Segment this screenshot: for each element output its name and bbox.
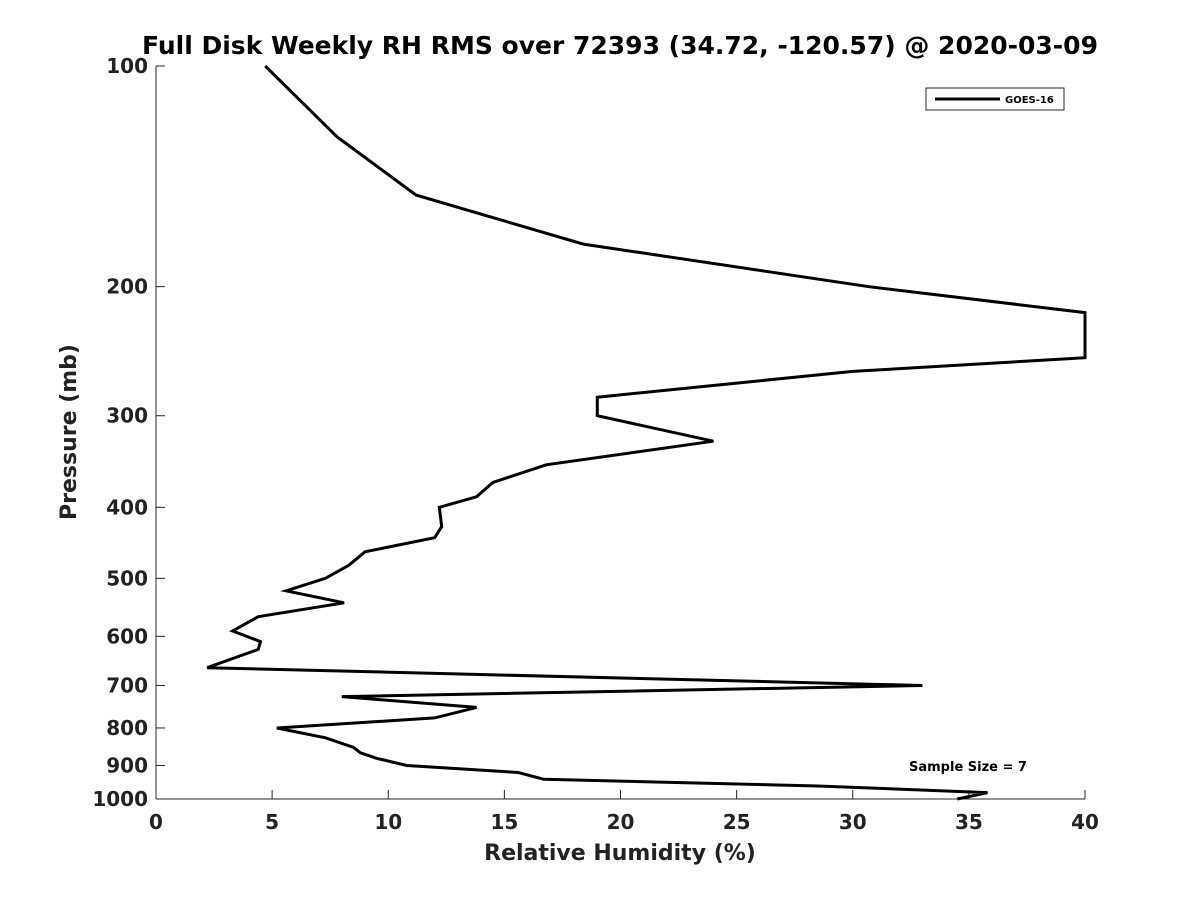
series-layer	[206, 64, 1087, 801]
y-tick-label: 500	[106, 566, 148, 590]
x-tick-label: 5	[265, 810, 279, 834]
x-tick-label: 10	[374, 810, 402, 834]
y-tick-label: 600	[106, 624, 148, 648]
x-tick-label: 0	[149, 810, 163, 834]
sample-size-annotation: Sample Size = 7	[909, 760, 1027, 775]
x-tick-label: 40	[1071, 810, 1099, 834]
y-tick-label: 800	[106, 716, 148, 740]
legend: GOES-16	[925, 87, 1065, 111]
y-tick-label: 400	[106, 495, 148, 519]
y-tick-label: 100	[106, 54, 148, 78]
chart-title: Full Disk Weekly RH RMS over 72393 (34.7…	[142, 31, 1098, 60]
y-tick-label: 1000	[92, 787, 148, 811]
series-line-goes16	[206, 64, 1087, 801]
x-tick-label: 35	[955, 810, 983, 834]
x-tick-label: 20	[607, 810, 635, 834]
y-tick-label: 900	[106, 753, 148, 777]
y-tick-label: 200	[106, 275, 148, 299]
axes: 0 5 10 15 20 25 30 35 40 100 200 300 400 500 600 700 800…	[92, 54, 1099, 834]
x-tick-label: 15	[490, 810, 518, 834]
x-axis-label: Relative Humidity (%)	[484, 841, 756, 866]
x-tick-label: 25	[723, 810, 751, 834]
y-tick-label: 300	[106, 404, 148, 428]
legend-entry-label: GOES-16	[1005, 95, 1054, 106]
y-axis-label: Pressure (mb)	[57, 344, 82, 520]
y-tick-label: 700	[106, 673, 148, 697]
x-tick-label: 30	[839, 810, 867, 834]
